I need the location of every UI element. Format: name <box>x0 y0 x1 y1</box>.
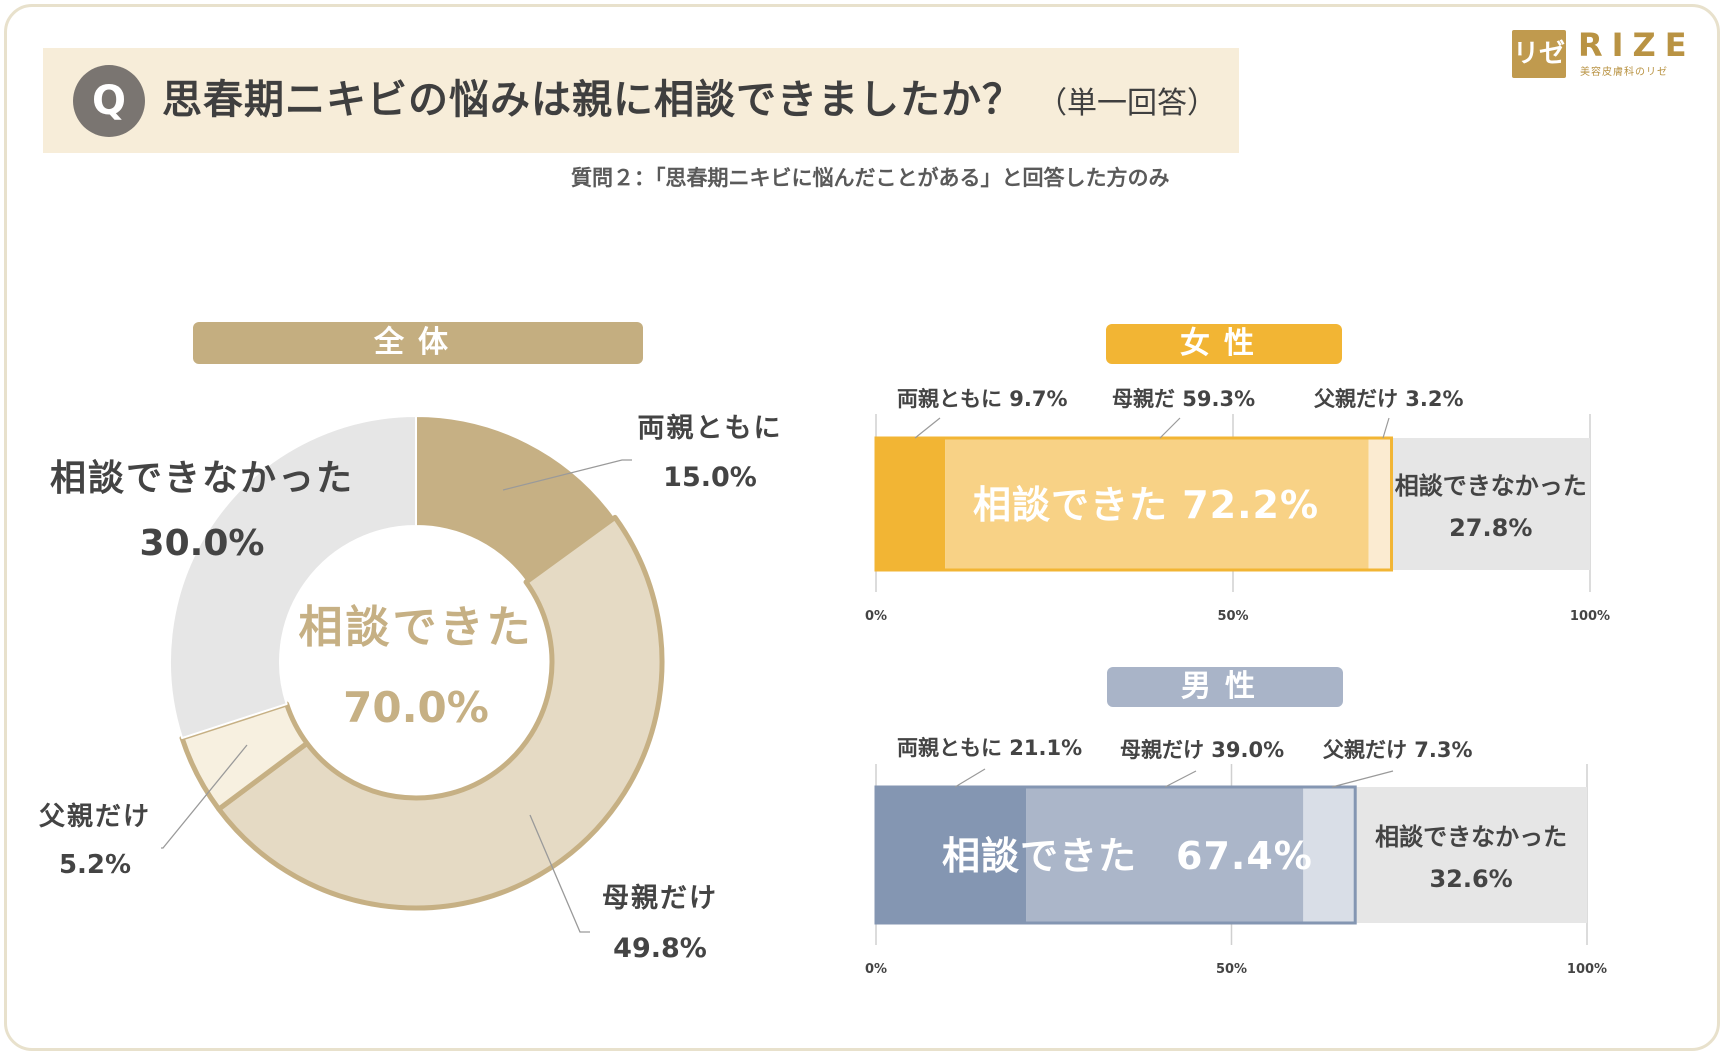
tick-label-0: 0% <box>865 609 887 624</box>
section-label-all: 全体 <box>193 322 643 364</box>
q-badge: Q <box>73 65 145 137</box>
section-label-male: 男性 <box>1107 667 1343 707</box>
question-banner <box>43 48 1239 153</box>
donut-label-value-1: 49.8% <box>613 933 707 964</box>
donut-label-name-3: 相談できなかった <box>50 458 354 499</box>
bar-segment-3 <box>1355 787 1587 923</box>
donut-slice-1 <box>216 514 665 911</box>
section-label-female: 女性 <box>1106 324 1342 364</box>
bar-segment-1 <box>1026 787 1304 923</box>
question-suffix: （単一回答） <box>1037 86 1217 121</box>
stacked-bar-female: 0% 50% 100% 相談できた 72.2% 相談できなかった 27.8% 両親ともに 9… <box>865 387 1610 624</box>
leader-line-1 <box>529 814 590 933</box>
donut-label-value-3: 30.0% <box>140 523 265 564</box>
leader-line-2 <box>161 744 248 849</box>
callout-leader-2 <box>1382 417 1390 439</box>
donut-slice-3 <box>169 415 417 740</box>
callout-leader-2 <box>1331 770 1394 788</box>
bar-segment-0 <box>876 787 1027 923</box>
tick-label-2: 100% <box>1570 609 1610 624</box>
bar-segment-3 <box>1391 438 1590 570</box>
segment-callout-2: 父親だけ 7.3% <box>1323 738 1473 762</box>
callout-leader-0 <box>954 768 986 788</box>
question-text: 思春期ニキビの悩みは親に相談できましたか？ <box>162 77 1023 123</box>
bar-segment-0 <box>876 438 946 570</box>
tick-label-1: 50% <box>1216 962 1247 977</box>
segment-callout-0: 両親ともに 21.1% <box>897 736 1082 760</box>
bar-segment-1 <box>945 438 1369 570</box>
consulted-outline <box>874 785 1357 925</box>
logo-mark: リゼ <box>1512 30 1566 78</box>
callout-leader-1 <box>1164 770 1197 788</box>
donut-center-label: 相談できた <box>299 602 534 653</box>
not-consulted-value: 32.6% <box>1429 865 1512 893</box>
question-title: 思春期ニキビの悩みは親に相談できましたか？ （単一回答） <box>162 70 1217 134</box>
tick-label-2: 100% <box>1567 962 1607 977</box>
question-note: 質問２：「思春期ニキビに悩んだことがある」と回答した方のみ <box>571 166 1170 190</box>
segment-callout-1: 母親だけ 39.0% <box>1120 738 1284 762</box>
donut-label-value-0: 15.0% <box>663 462 757 493</box>
tick-label-0: 0% <box>865 962 887 977</box>
callout-leader-0 <box>914 417 941 439</box>
donut-center-value: 70.0% <box>343 683 489 732</box>
not-consulted-label: 相談できなかった <box>1395 472 1587 500</box>
consulted-outline <box>874 436 1394 572</box>
logo-subtitle: 美容皮膚科のリゼ <box>1580 67 1668 78</box>
tick-label-1: 50% <box>1217 609 1248 624</box>
donut-label-name-0: 両親ともに <box>638 413 783 444</box>
callout-leader-1 <box>1159 417 1181 439</box>
leader-line-0 <box>502 459 632 491</box>
segment-callout-0: 両親ともに 9.7% <box>897 387 1068 411</box>
bar-segment-2 <box>1303 787 1356 923</box>
stacked-bar-male: 0% 50% 100% 相談できた 67.4% 相談できなかった 32.6% 両親ともに 2… <box>865 736 1607 977</box>
segment-callout-2: 父親だけ 3.2% <box>1314 387 1464 411</box>
logo-wordmark: RIZE <box>1578 26 1696 64</box>
not-consulted-label: 相談できなかった <box>1375 823 1567 851</box>
not-consulted-value: 27.8% <box>1449 514 1532 542</box>
donut-label-name-2: 父親だけ <box>39 802 151 832</box>
segment-callout-1: 母親だ 59.3% <box>1112 387 1255 411</box>
bar-segment-2 <box>1368 438 1392 570</box>
consulted-label: 相談できた 72.2% <box>973 483 1319 527</box>
donut-label-name-1: 母親だけ <box>602 883 718 914</box>
donut-label-value-2: 5.2% <box>59 850 131 880</box>
donut-chart-all: 相談できた 70.0% 両親ともに 15.0% 母親だけ 49.8% 父親だけ 5.2% 相談で… <box>39 413 783 964</box>
consulted-label: 相談できた 67.4% <box>942 834 1313 878</box>
